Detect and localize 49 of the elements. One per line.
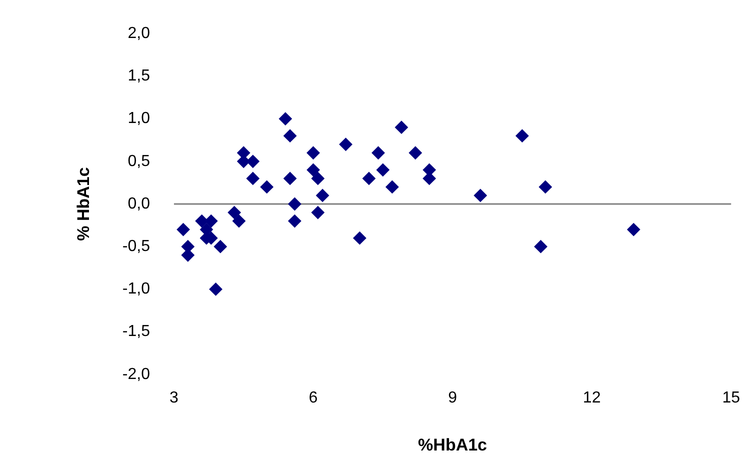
point [353, 232, 366, 245]
point [534, 240, 548, 254]
point [394, 120, 408, 134]
x-tick-label: 12 [582, 389, 601, 406]
point [260, 180, 274, 194]
point [408, 146, 422, 160]
x-tick-label: 3 [170, 389, 179, 406]
y-tick-label: -0,5 [122, 238, 150, 256]
point [232, 214, 246, 228]
point [362, 172, 376, 185]
x-tick-label: 9 [448, 389, 458, 406]
point [516, 129, 529, 142]
y-tick-label: 1,5 [128, 68, 150, 85]
point [288, 198, 302, 210]
point [311, 206, 324, 220]
point [284, 129, 297, 142]
point [176, 223, 190, 236]
y-tick-label: -2,0 [122, 366, 150, 383]
point [246, 154, 260, 168]
point [538, 180, 552, 194]
point [386, 180, 399, 194]
point [311, 172, 324, 185]
point [284, 172, 297, 185]
point [306, 163, 320, 176]
point [339, 138, 352, 151]
y-tick-label: 0,0 [128, 195, 150, 212]
point [376, 163, 390, 176]
point [627, 223, 640, 236]
point [288, 214, 302, 228]
point [474, 188, 487, 202]
y-tick-label: 0,5 [128, 152, 150, 170]
point [372, 146, 385, 160]
y-tick-label: 1,0 [128, 110, 150, 128]
point [246, 172, 260, 185]
y-tick-label: 2,0 [128, 25, 150, 42]
y-axis-title: % HbA1c [74, 167, 93, 241]
point [214, 240, 227, 254]
point [278, 112, 292, 126]
y-tick-label: -1,0 [122, 280, 150, 298]
point [209, 282, 222, 296]
y-tick-label: -1,5 [122, 323, 150, 340]
point [306, 146, 320, 160]
point [228, 206, 241, 220]
x-tick-label: 15 [722, 389, 740, 406]
point [316, 188, 330, 202]
point [181, 248, 194, 262]
x-tick-label: 6 [308, 389, 318, 406]
point [204, 214, 218, 228]
x-axis-title: %HbA1c [418, 435, 488, 454]
